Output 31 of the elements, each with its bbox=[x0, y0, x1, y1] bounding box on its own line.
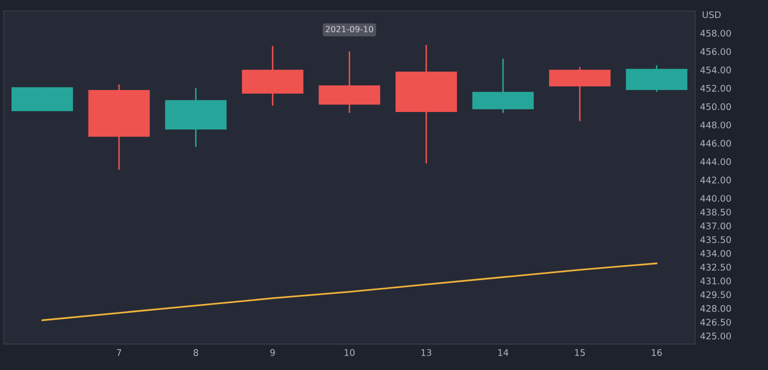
x-tick-label: 14 bbox=[498, 349, 508, 356]
y-tick-label: 437.00 bbox=[700, 222, 731, 230]
y-tick-label: 456.00 bbox=[700, 48, 731, 56]
y-tick-label: 454.00 bbox=[700, 66, 731, 74]
y-tick-label: 425.00 bbox=[700, 332, 731, 340]
y-tick-label: 444.00 bbox=[700, 158, 731, 166]
y-tick-label: 458.00 bbox=[700, 30, 731, 37]
x-tick-label: 7 bbox=[116, 349, 122, 356]
y-tick-label: 434.00 bbox=[700, 250, 731, 257]
y-axis-title: USD bbox=[702, 11, 721, 18]
y-tick-label: 431.00 bbox=[700, 278, 731, 284]
y-tick-label: 446.00 bbox=[700, 140, 731, 147]
x-tick-label: 16 bbox=[652, 349, 662, 356]
y-tick-label: 435.50 bbox=[700, 236, 731, 244]
y-tick-label: 429.50 bbox=[700, 291, 731, 298]
y-tick-label: 442.00 bbox=[700, 176, 731, 184]
y-tick-label: 428.00 bbox=[700, 305, 731, 312]
annotation: 2021-09-10 bbox=[326, 26, 374, 32]
y-tick-label: 440.00 bbox=[700, 194, 731, 202]
y-tick-label: 452.00 bbox=[700, 84, 731, 92]
x-tick-label: 10 bbox=[344, 349, 355, 356]
y-tick-label: 426.50 bbox=[700, 318, 731, 326]
y-tick-label: 432.50 bbox=[700, 264, 731, 271]
x-tick-label: 13 bbox=[421, 349, 432, 356]
line-series bbox=[41, 262, 658, 322]
y-tick-label: 438.50 bbox=[700, 208, 731, 216]
y-tick-label: 448.00 bbox=[700, 122, 731, 128]
x-tick-label: 8 bbox=[194, 349, 198, 356]
x-tick-label: 9 bbox=[270, 349, 275, 356]
x-tick-label: 15 bbox=[575, 349, 585, 356]
y-tick-label: 450.00 bbox=[700, 103, 731, 110]
